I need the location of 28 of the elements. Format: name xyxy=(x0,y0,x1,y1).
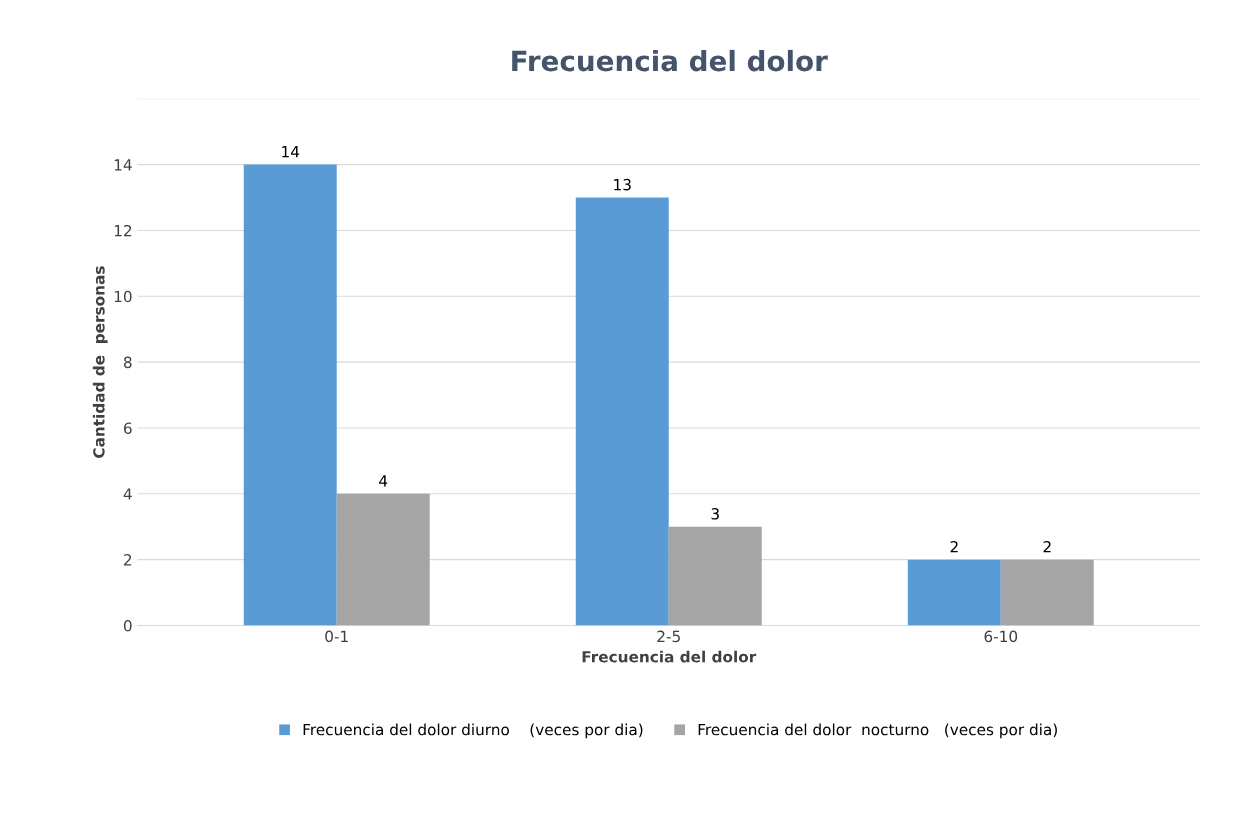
y-tick-label: 8 xyxy=(123,356,132,369)
data-label: 2 xyxy=(950,540,958,553)
x-tick-label: 2-5 xyxy=(657,630,680,643)
y-tick-label: 0 xyxy=(123,619,132,632)
chart-title: Frecuencia del dolor xyxy=(512,49,828,72)
data-label: 14 xyxy=(282,146,300,158)
y-tick-label: 10 xyxy=(114,290,132,303)
x-tick-label: 6-10 xyxy=(984,630,1018,643)
data-label: 3 xyxy=(711,508,719,520)
x-axis-title: Frecuencia del dolor xyxy=(582,650,757,663)
bar xyxy=(907,559,1001,626)
bar xyxy=(1000,559,1094,626)
legend-label: Frecuencia del dolor nocturno (veces por dia) xyxy=(698,723,1057,739)
x-tick-label: 0-1 xyxy=(325,630,348,643)
y-tick-label: 14 xyxy=(114,159,132,171)
y-axis-title: Cantidad de personas xyxy=(92,266,108,458)
y-tick-label: 4 xyxy=(123,488,132,500)
y-tick-label: 2 xyxy=(124,554,132,566)
data-label: 13 xyxy=(614,178,631,191)
bar xyxy=(575,197,669,626)
bar xyxy=(336,493,430,626)
y-tick-label: 12 xyxy=(114,224,132,237)
legend-label: Frecuencia del dolor diurno (veces por dia) xyxy=(303,723,643,739)
data-label: 2 xyxy=(1043,540,1051,553)
bar xyxy=(668,526,762,626)
data-label: 4 xyxy=(379,475,388,487)
bar xyxy=(243,164,337,626)
y-tick-label: 6 xyxy=(123,422,132,434)
